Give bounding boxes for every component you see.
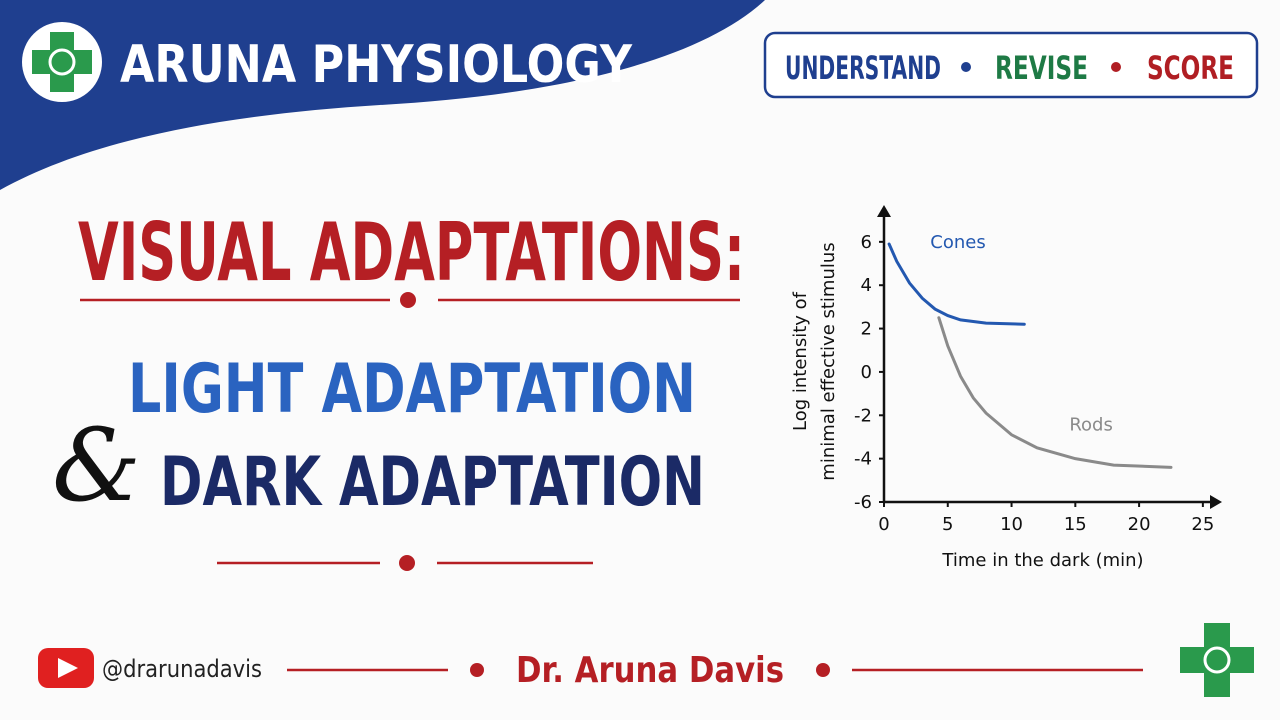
tagline-word: REVISE xyxy=(995,49,1088,87)
tagline-word: SCORE xyxy=(1147,49,1234,87)
x-tick-label: 25 xyxy=(1191,514,1214,535)
x-tick-label: 15 xyxy=(1064,514,1087,535)
subtitle-dark: DARK ADAPTATION xyxy=(160,443,705,522)
x-tick-label: 20 xyxy=(1128,514,1151,535)
series-label: Cones xyxy=(930,232,985,253)
y-tick-label: 6 xyxy=(861,232,872,253)
tagline-word: UNDERSTAND xyxy=(785,49,941,87)
series-line xyxy=(937,316,1173,469)
x-tick-label: 5 xyxy=(942,514,953,535)
main-title: VISUAL ADAPTATIONS: xyxy=(78,206,745,299)
series-label: Rods xyxy=(1069,415,1113,436)
y-axis-label: minimal effective stimulus xyxy=(818,242,839,480)
youtube-play xyxy=(58,658,78,678)
y-axis-arrow xyxy=(877,205,891,217)
brand-title: ARUNA PHYSIOLOGY xyxy=(120,35,633,95)
y-tick-label: 2 xyxy=(861,319,872,340)
divider-dot xyxy=(400,292,416,308)
header-swoosh xyxy=(0,0,765,190)
x-tick-label: 0 xyxy=(878,514,889,535)
x-tick-label: 10 xyxy=(1000,514,1023,535)
y-axis-label: Log intensity of xyxy=(790,291,811,431)
divider-dot xyxy=(399,555,415,571)
separator-dot xyxy=(1111,62,1121,72)
ampersand: & xyxy=(52,407,141,524)
author-name: Dr. Aruna Davis xyxy=(516,650,784,691)
divider-dot xyxy=(470,663,484,677)
series-line xyxy=(887,242,1026,326)
logo xyxy=(22,22,102,102)
subtitle-light: LIGHT ADAPTATION xyxy=(128,350,696,429)
separator-dot xyxy=(961,62,971,72)
y-tick-label: 0 xyxy=(861,362,872,383)
y-tick-label: 4 xyxy=(861,275,872,296)
logo-small xyxy=(1180,623,1254,697)
chart: 0 5 10 15 20 25 -6 -4 -2 0 2 4 6 Time in the dark (mi… xyxy=(790,205,1222,571)
channel-handle: @drarunadavis xyxy=(102,655,262,683)
x-axis-arrow xyxy=(1210,495,1222,509)
divider-dot xyxy=(816,663,830,677)
y-tick-label: -6 xyxy=(854,492,872,513)
y-tick-label: -4 xyxy=(854,449,872,470)
x-axis-label: Time in the dark (min) xyxy=(941,550,1143,571)
y-tick-label: -2 xyxy=(854,405,872,426)
tagline-box xyxy=(763,31,1259,99)
